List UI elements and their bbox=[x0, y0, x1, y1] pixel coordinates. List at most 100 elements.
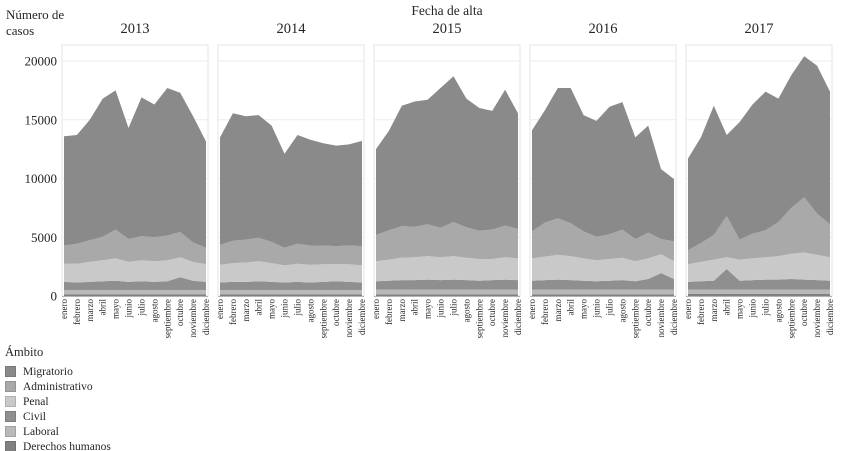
x-tick-label: noviembre bbox=[812, 299, 822, 338]
x-tick-label: octubre bbox=[487, 299, 497, 326]
area-laboral-2014 bbox=[220, 290, 362, 295]
x-tick-label: marzo bbox=[553, 299, 563, 322]
area-penal-2013 bbox=[64, 257, 206, 283]
x-tick-label: julio bbox=[136, 299, 146, 317]
y-axis-title: Número de casos bbox=[6, 7, 65, 39]
legend-label: Derechos humanos bbox=[23, 440, 111, 451]
x-tick-label: julio bbox=[760, 299, 770, 317]
legend: Ámbito Migratorio Administrativo Penal Civi… bbox=[5, 345, 111, 451]
legend-swatch-icon bbox=[5, 396, 16, 407]
area-administrativo-2016 bbox=[532, 218, 674, 262]
legend-label: Penal bbox=[23, 395, 49, 408]
x-tick-label: junio bbox=[748, 299, 758, 319]
x-tick-label: mayo bbox=[423, 299, 433, 319]
facet-label-2014: 2014 bbox=[277, 21, 307, 37]
x-tick-label: diciembre bbox=[357, 299, 367, 335]
x-tick-label: septiembre bbox=[318, 299, 328, 339]
legend-label: Civil bbox=[23, 410, 47, 423]
area-migratorio-2015 bbox=[376, 76, 518, 235]
x-tick-label: noviembre bbox=[344, 299, 354, 338]
x-tick-label: septiembre bbox=[630, 299, 640, 339]
area-administrativo-2014 bbox=[220, 237, 362, 266]
x-tick-label: septiembre bbox=[786, 299, 796, 339]
x-tick-label: mayo bbox=[735, 299, 745, 319]
x-tick-label: marzo bbox=[241, 299, 251, 322]
x-tick-label: agosto bbox=[149, 299, 159, 323]
legend-label: Migratorio bbox=[23, 365, 73, 378]
x-tick-label: agosto bbox=[773, 299, 783, 323]
x-tick-label: mayo bbox=[579, 299, 589, 319]
legend-label: Administrativo bbox=[23, 380, 93, 393]
x-tick-label: abril bbox=[98, 299, 108, 316]
y-tick-label: 5000 bbox=[31, 230, 57, 245]
legend-item-migratorio: Migratorio bbox=[5, 364, 111, 379]
x-tick-label: febrero bbox=[72, 299, 82, 325]
facet-label-2017: 2017 bbox=[745, 21, 774, 37]
legend-swatch-icon bbox=[5, 381, 16, 392]
area-penal-2017 bbox=[688, 252, 830, 282]
x-tick-label: mayo bbox=[111, 299, 121, 319]
legend-item-civil: Civil bbox=[5, 409, 111, 424]
legend-swatch-icon bbox=[5, 441, 16, 451]
area-civil-2016 bbox=[532, 273, 674, 290]
x-tick-label: junio bbox=[280, 299, 290, 319]
x-tick-label: julio bbox=[604, 299, 614, 317]
x-tick-label: enero bbox=[215, 299, 225, 319]
area-penal-2016 bbox=[532, 254, 674, 282]
y-tick-label: 15000 bbox=[25, 112, 58, 127]
legend-item-derechos-humanos: Derechos humanos bbox=[5, 439, 111, 451]
y-tick-label: 10000 bbox=[25, 171, 58, 186]
area-derechos-humanos-2015 bbox=[376, 294, 518, 296]
legend-swatch-icon bbox=[5, 411, 16, 422]
x-tick-label: marzo bbox=[397, 299, 407, 322]
area-penal-2015 bbox=[376, 256, 518, 282]
legend-swatch-icon bbox=[5, 426, 16, 437]
x-tick-label: diciembre bbox=[201, 299, 211, 335]
x-tick-label: septiembre bbox=[162, 299, 172, 339]
area-civil-2014 bbox=[220, 281, 362, 291]
x-tick-label: septiembre bbox=[474, 299, 484, 339]
x-tick-label: enero bbox=[59, 299, 69, 319]
x-tick-label: diciembre bbox=[669, 299, 679, 335]
x-tick-label: mayo bbox=[267, 299, 277, 319]
x-tick-label: junio bbox=[124, 299, 134, 319]
legend-swatch-icon bbox=[5, 366, 16, 377]
legend-title: Ámbito bbox=[5, 345, 44, 359]
x-tick-label: abril bbox=[722, 299, 732, 316]
x-tick-label: noviembre bbox=[656, 299, 666, 338]
x-tick-label: julio bbox=[292, 299, 302, 317]
facet-label-2015: 2015 bbox=[433, 21, 462, 37]
x-tick-label: febrero bbox=[696, 299, 706, 325]
x-tick-label: abril bbox=[566, 299, 576, 316]
x-tick-label: octubre bbox=[799, 299, 809, 326]
area-administrativo-2013 bbox=[64, 229, 206, 265]
x-tick-label: diciembre bbox=[825, 299, 835, 335]
legend-item-penal: Penal bbox=[5, 394, 111, 409]
area-laboral-2017 bbox=[688, 289, 830, 294]
area-derechos-humanos-2013 bbox=[64, 294, 206, 296]
area-migratorio-2016 bbox=[532, 88, 674, 242]
x-tick-label: febrero bbox=[540, 299, 550, 325]
x-tick-label: enero bbox=[371, 299, 381, 319]
x-tick-label: octubre bbox=[331, 299, 341, 326]
area-laboral-2016 bbox=[532, 289, 674, 295]
x-tick-label: febrero bbox=[384, 299, 394, 325]
legend-items: Migratorio Administrativo Penal Civil Labora… bbox=[5, 364, 111, 451]
x-tick-label: octubre bbox=[643, 299, 653, 326]
area-laboral-2013 bbox=[64, 290, 206, 295]
y-tick-label: 0 bbox=[51, 289, 58, 304]
x-tick-label: junio bbox=[436, 299, 446, 319]
x-tick-label: abril bbox=[254, 299, 264, 316]
area-civil-2017 bbox=[688, 269, 830, 290]
x-tick-label: junio bbox=[592, 299, 602, 319]
x-tick-label: marzo bbox=[709, 299, 719, 322]
x-tick-label: noviembre bbox=[500, 299, 510, 338]
area-administrativo-2017 bbox=[688, 197, 830, 265]
area-migratorio-2017 bbox=[688, 56, 830, 251]
area-migratorio-2014 bbox=[220, 113, 362, 248]
area-migratorio-2013 bbox=[64, 88, 206, 248]
area-derechos-humanos-2017 bbox=[688, 294, 830, 296]
area-derechos-humanos-2014 bbox=[220, 294, 362, 296]
